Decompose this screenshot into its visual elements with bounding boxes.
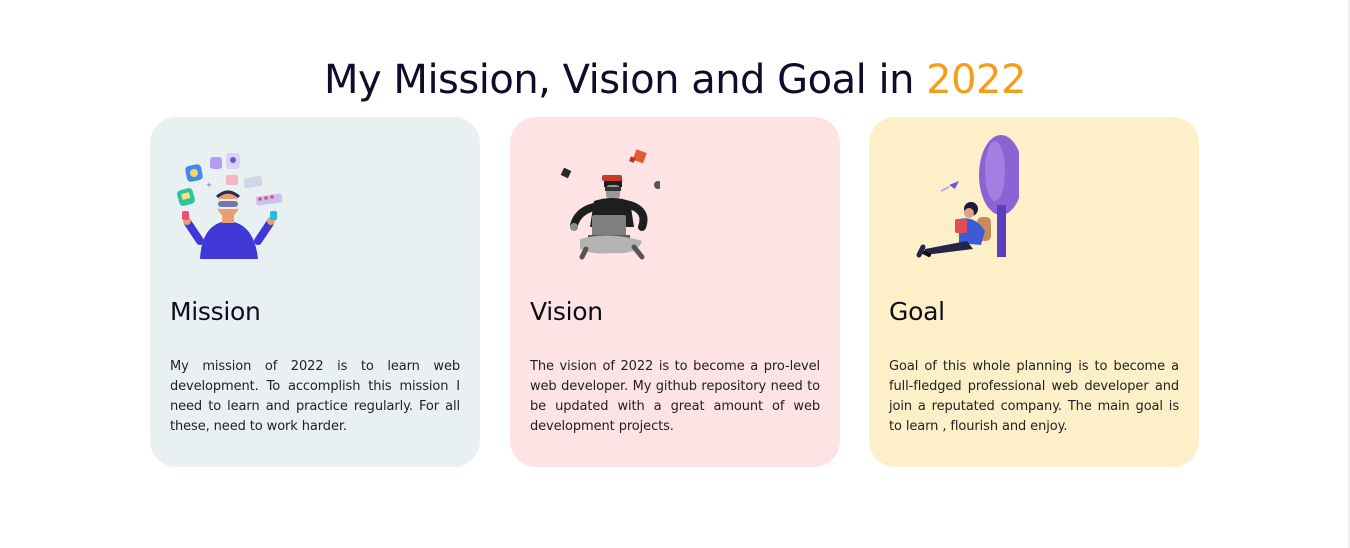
person-laptop-cubes-illustration-icon: [560, 149, 660, 260]
mission-text: My mission of 2022 is to learn web devel…: [170, 359, 460, 434]
page-scrollbar[interactable]: [1348, 0, 1350, 548]
person-reading-tree-illustration-icon: [916, 135, 1019, 258]
vision-text: The vision of 2022 is to become a pro-le…: [530, 359, 820, 434]
goal-card: Goal Goal of this whole planning is to b…: [869, 117, 1199, 467]
mission-title: Mission: [170, 297, 261, 326]
section-heading: My Mission, Vision and Goal in 2022: [0, 53, 1350, 107]
vision-card: Vision The vision of 2022 is to become a…: [510, 117, 840, 467]
svg-text:+: +: [206, 181, 212, 189]
vision-title: Vision: [530, 297, 603, 326]
goal-title: Goal: [889, 297, 945, 326]
heading-accent-year: 2022: [926, 56, 1026, 103]
person-vr-apps-illustration-icon: +: [177, 153, 283, 259]
heading-text: My Mission, Vision and Goal in: [324, 56, 927, 103]
mission-card: + Mission My mission of 2022 is to learn…: [150, 117, 480, 467]
goal-text: Goal of this whole planning is to become…: [889, 359, 1179, 434]
